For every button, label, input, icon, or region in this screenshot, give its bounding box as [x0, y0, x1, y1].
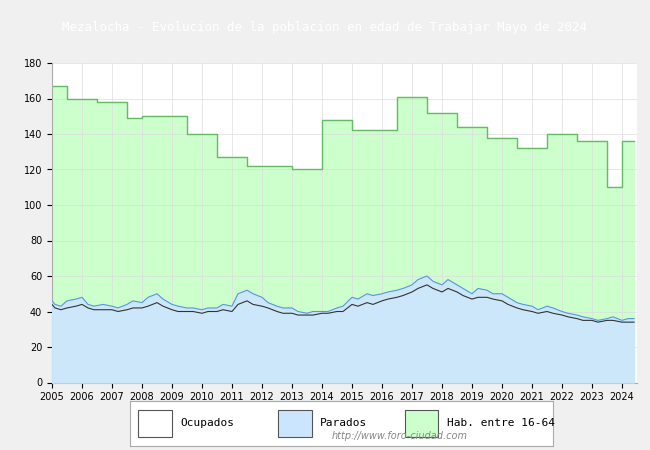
FancyBboxPatch shape: [138, 410, 172, 436]
FancyBboxPatch shape: [278, 410, 312, 436]
Text: http://www.foro-ciudad.com: http://www.foro-ciudad.com: [332, 431, 468, 441]
FancyBboxPatch shape: [404, 410, 439, 436]
Text: Ocupados: Ocupados: [181, 418, 235, 428]
Text: Mezalocha - Evolucion de la poblacion en edad de Trabajar Mayo de 2024: Mezalocha - Evolucion de la poblacion en…: [62, 21, 588, 33]
Text: Hab. entre 16-64: Hab. entre 16-64: [447, 418, 555, 428]
Text: Parados: Parados: [320, 418, 367, 428]
